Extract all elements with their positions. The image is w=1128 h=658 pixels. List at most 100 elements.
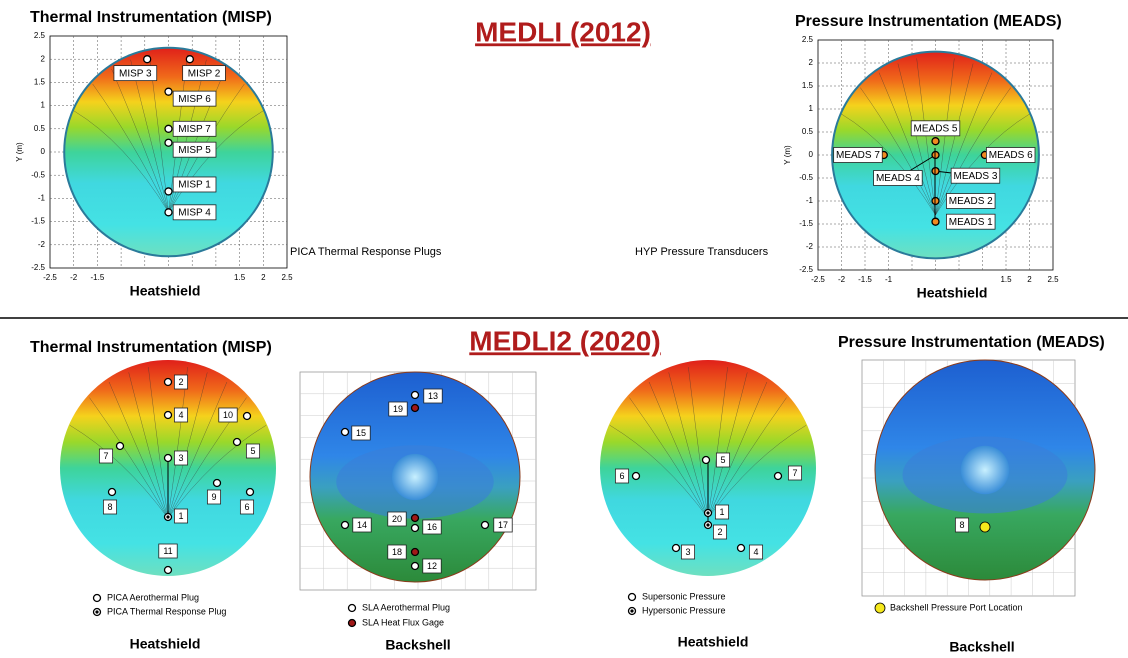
label-box: [172, 204, 217, 221]
label-box: [422, 519, 442, 535]
sensor-label: 2: [717, 527, 722, 537]
sensor-marker: [163, 377, 173, 387]
sensor-label: 8: [959, 520, 964, 530]
label-box: [833, 147, 883, 163]
heatshield: [63, 46, 274, 258]
sensor-label: 9: [211, 492, 216, 502]
y-tick-label: 0: [809, 150, 814, 159]
label-box: [351, 425, 371, 441]
sensor-marker: [143, 55, 152, 64]
sensor-label: 3: [178, 453, 183, 463]
streamline: [935, 113, 1030, 216]
label-box: [182, 65, 226, 82]
label-box: [172, 90, 217, 107]
sensor-label: 5: [250, 446, 255, 456]
sensor-label: 10: [223, 410, 233, 420]
streamline: [168, 68, 226, 213]
label-box: [946, 193, 996, 209]
x-tick-label: -2: [70, 273, 78, 282]
y-tick-label: -1.5: [31, 217, 45, 226]
streamline: [878, 72, 936, 216]
y-tick-label: 1.5: [34, 78, 46, 87]
sensor-marker: [164, 87, 173, 96]
label-box: [680, 544, 696, 560]
label-box: [950, 167, 1001, 184]
sensor-label: 17: [498, 520, 508, 530]
label-box: [98, 448, 114, 464]
y-tick-label: -2.5: [31, 263, 45, 272]
sensor-label: MEADS 4: [876, 173, 920, 184]
section-title: MEDLI (2012): [475, 16, 651, 47]
sensor-label: 14: [357, 520, 367, 530]
streamline: [935, 87, 1011, 216]
y-tick-label: -2: [806, 242, 814, 251]
caption: PICA Thermal Response Plugs: [290, 246, 442, 258]
sensor-core: [630, 609, 634, 613]
streamline: [89, 397, 169, 519]
label-box: [172, 120, 217, 137]
sensor-marker: [631, 471, 641, 481]
label-box: [206, 489, 222, 505]
streamline: [897, 63, 936, 216]
panel-title: Thermal Instrumentation (MISP): [30, 9, 272, 26]
label-box: [388, 401, 408, 417]
sensor-core: [706, 511, 710, 515]
panel-footer: Backshell: [949, 639, 1014, 655]
label-box: [173, 374, 189, 390]
label-box: [946, 213, 996, 230]
panel-title: Thermal Instrumentation (MISP): [30, 339, 272, 356]
sensor-marker: [107, 487, 117, 497]
sensor-marker: [931, 217, 940, 226]
sensor-marker: [164, 208, 173, 217]
y-tick-label: -0.5: [799, 173, 813, 182]
sensor-marker: [701, 455, 711, 465]
sensor-marker: [164, 124, 173, 133]
label-box: [158, 543, 178, 559]
sensor-label: MISP 3: [119, 68, 152, 79]
sensor-marker: [245, 487, 255, 497]
sensor-label: MISP 7: [178, 124, 211, 135]
label-box: [218, 407, 238, 423]
panel-footer: Backshell: [385, 637, 450, 653]
label-box: [173, 508, 189, 524]
x-tick-label: 1.5: [1000, 275, 1012, 284]
sensor-label: 13: [428, 391, 438, 401]
label-box: [245, 443, 261, 459]
legend-label: PICA Aerothermal Plug: [107, 592, 199, 602]
sensor-marker: [410, 547, 420, 557]
label-box: [715, 452, 731, 468]
panel-footer: Heatshield: [130, 283, 201, 299]
y-tick-label: 0.5: [34, 124, 46, 133]
sensor-label: MEADS 2: [949, 196, 993, 207]
sensor-label: MEADS 1: [949, 217, 993, 228]
sensor-marker: [410, 513, 420, 523]
sensor-label: 3: [685, 547, 690, 557]
sensor-label: 7: [792, 468, 797, 478]
sensor-label: 12: [427, 561, 437, 571]
sensor-marker: [874, 602, 886, 614]
y-tick-label: -2.5: [799, 265, 813, 274]
x-tick-label: -1.5: [858, 275, 872, 284]
panel-footer: Heatshield: [130, 636, 201, 652]
sensor-label: 18: [392, 547, 402, 557]
sensor-label: 16: [427, 522, 437, 532]
y-tick-label: 0: [41, 147, 46, 156]
label-box: [173, 450, 189, 466]
label-box: [954, 517, 970, 533]
sensor-label: MISP 2: [188, 68, 221, 79]
sensor-core: [166, 515, 170, 519]
sensor-label: 5: [720, 455, 725, 465]
y-tick-label: -0.5: [31, 170, 45, 179]
x-tick-label: 2.5: [1047, 275, 1059, 284]
y-tick-label: 2.5: [802, 35, 814, 44]
streamline: [707, 367, 728, 519]
sensor-marker: [163, 565, 173, 575]
sensor-marker: [92, 593, 102, 603]
label-box: [986, 147, 1036, 163]
sensor-marker: [931, 137, 940, 146]
legend-label: PICA Thermal Response Plug: [107, 606, 226, 616]
x-tick-label: -2.5: [811, 275, 825, 284]
axis-label: Y (m): [15, 142, 24, 162]
panel-title: Pressure Instrumentation (MEADS): [795, 13, 1062, 30]
sensor-marker: [736, 543, 746, 553]
